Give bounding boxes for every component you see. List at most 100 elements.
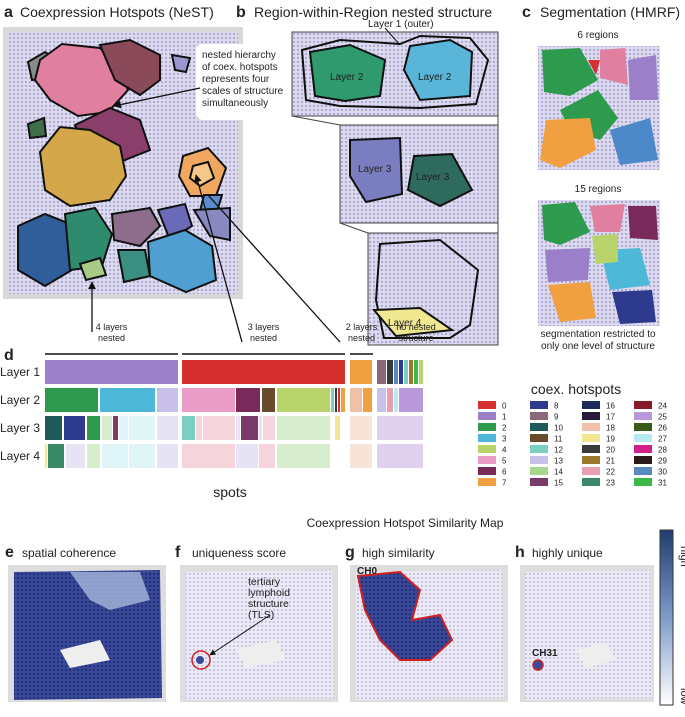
legend-label: 25	[658, 413, 667, 422]
hotspot-segment	[377, 416, 423, 440]
label: CH31	[532, 648, 558, 659]
shape	[548, 282, 596, 322]
hotspot-segment	[236, 444, 258, 468]
hotspot-segment	[259, 416, 262, 440]
shape	[196, 44, 284, 120]
label: h	[515, 544, 525, 561]
label: d	[4, 347, 14, 364]
shape	[113, 87, 201, 109]
hotspot-segment	[157, 388, 178, 412]
legend-label: 7	[502, 479, 507, 488]
shape	[17, 38, 231, 294]
legend-swatch	[530, 478, 548, 486]
hotspot-segment	[350, 416, 372, 440]
group-label: no nested	[396, 322, 436, 332]
hotspot-segment	[45, 388, 98, 412]
legend-label: 16	[606, 402, 615, 411]
label: a	[4, 4, 13, 21]
annotation-line: structure	[248, 598, 289, 610]
legend-swatch	[530, 412, 548, 420]
hotspot-segment	[277, 416, 330, 440]
annotation-line: of coex. hotspots	[202, 62, 278, 73]
label: f	[175, 544, 181, 561]
shape	[542, 202, 590, 245]
legend-swatch	[478, 478, 496, 486]
label: Layer 2	[418, 72, 452, 83]
label: low	[678, 688, 685, 705]
shape	[592, 234, 618, 264]
shape	[406, 152, 474, 208]
legend-label: 17	[606, 413, 615, 422]
hotspot-segment	[66, 444, 85, 468]
hotspot-segment	[262, 388, 275, 412]
legend-swatch	[530, 445, 548, 453]
label: spatial coherence	[22, 546, 116, 560]
shape	[540, 118, 596, 168]
legend-label: 6	[502, 468, 507, 477]
hotspot-segment	[350, 360, 372, 384]
legend-label: 5	[502, 457, 507, 466]
legend-label: 10	[554, 424, 563, 433]
shape	[525, 570, 652, 700]
legend-swatch	[478, 401, 496, 409]
label: Layer 2	[330, 72, 364, 83]
shape	[339, 222, 369, 234]
hotspot-segment	[387, 360, 393, 384]
annotation-line: represents four	[202, 74, 270, 85]
shape	[26, 116, 48, 140]
shape	[236, 640, 286, 668]
hotspot-segment	[335, 416, 340, 440]
shape	[600, 48, 628, 85]
hotspot-segment	[377, 444, 423, 468]
annotation-line: scales of structure	[202, 86, 284, 97]
label: Coexpression Hotspot Similarity Map	[307, 516, 504, 530]
legend-label: 15	[554, 479, 563, 488]
legend-label: 8	[554, 402, 559, 411]
shape	[576, 642, 616, 668]
legend-label: 9	[554, 413, 559, 422]
hotspot-segment	[236, 388, 260, 412]
legend-swatch	[530, 434, 548, 442]
legend-swatch	[582, 445, 600, 453]
label: Layer 4	[388, 318, 422, 329]
hotspot-segment	[64, 416, 85, 440]
annotation-line: segmentation restricted to	[540, 329, 655, 340]
shape	[63, 206, 114, 272]
legend-swatch	[634, 456, 652, 464]
label: spots	[213, 484, 246, 500]
hotspot-segment	[196, 416, 202, 440]
hotspot-segment	[100, 388, 155, 412]
group-label: 3 layers	[248, 322, 280, 332]
legend-label: 28	[658, 446, 667, 455]
shape: 0123456789101112131415161718192021222324…	[478, 401, 667, 488]
shape	[545, 248, 590, 282]
hotspot-segment	[157, 416, 178, 440]
legend-label: 23	[606, 479, 615, 488]
shape	[374, 238, 480, 339]
hotspot-segment	[409, 360, 413, 384]
legend-label: 19	[606, 435, 615, 444]
hotspot-segment	[203, 416, 235, 440]
legend-swatch	[582, 478, 600, 486]
label: CH0	[357, 566, 377, 577]
shape	[78, 256, 108, 282]
hotspot-segment	[277, 388, 330, 412]
legend-label: 29	[658, 457, 667, 466]
label: Coexpression Hotspots (NeST)	[20, 4, 214, 20]
hotspot-segment	[157, 444, 178, 468]
annotation-line: tertiary	[248, 576, 281, 588]
shape	[207, 194, 341, 343]
legend-swatch	[530, 467, 548, 475]
group-label: 2 layers	[346, 322, 378, 332]
annotation-line: simultaneously	[202, 98, 268, 109]
hotspot-segment	[259, 444, 275, 468]
shape	[116, 249, 152, 284]
hotspot-segment	[363, 388, 372, 412]
shape	[186, 570, 334, 700]
hotspot-segment	[45, 416, 62, 440]
shape	[300, 34, 490, 110]
hotspot-segment	[338, 388, 340, 412]
hotspot-segment	[414, 360, 418, 384]
